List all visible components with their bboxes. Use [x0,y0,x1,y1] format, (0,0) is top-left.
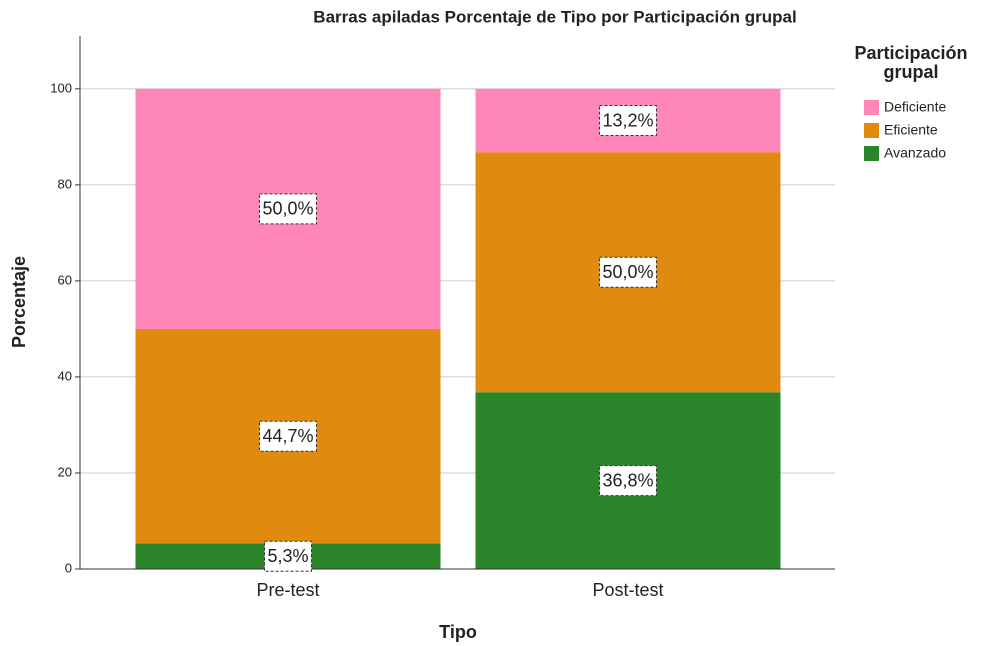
value-label-box [263,540,313,572]
y-axis-title: Porcentaje [9,256,29,348]
y-tick-label: 0 [65,560,72,575]
legend-title: Participación grupal [854,43,968,82]
legend-label: Eficiente [884,122,938,138]
value-label: 50,0% [262,199,313,219]
y-tick-label: 60 [58,272,72,287]
x-tick-label: Pre-test [256,580,319,600]
value-label-box [258,420,318,452]
value-label: 13,2% [602,110,653,130]
legend-swatch [864,100,879,115]
y-tick-label: 20 [58,464,72,479]
legend-label: Avanzado [884,145,946,161]
legend-label: Deficiente [884,99,946,115]
value-label: 50,0% [602,262,653,282]
y-tick-label: 80 [58,176,72,191]
value-label: 5,3% [267,546,308,566]
value-label: 44,7% [262,426,313,446]
x-tick-label: Post-test [592,580,663,600]
x-axis-title: Tipo [439,622,477,642]
value-label: 36,8% [602,470,653,490]
chart-title: Barras apiladas Porcentaje de Tipo por P… [313,7,796,26]
y-tick-label: 100 [50,80,72,95]
legend-swatch [864,123,879,138]
value-label-box [598,465,658,497]
value-label-box [258,193,318,225]
value-label-box [598,105,658,137]
value-label-box [598,256,658,288]
legend-swatch [864,146,879,161]
y-tick-label: 40 [58,368,72,383]
